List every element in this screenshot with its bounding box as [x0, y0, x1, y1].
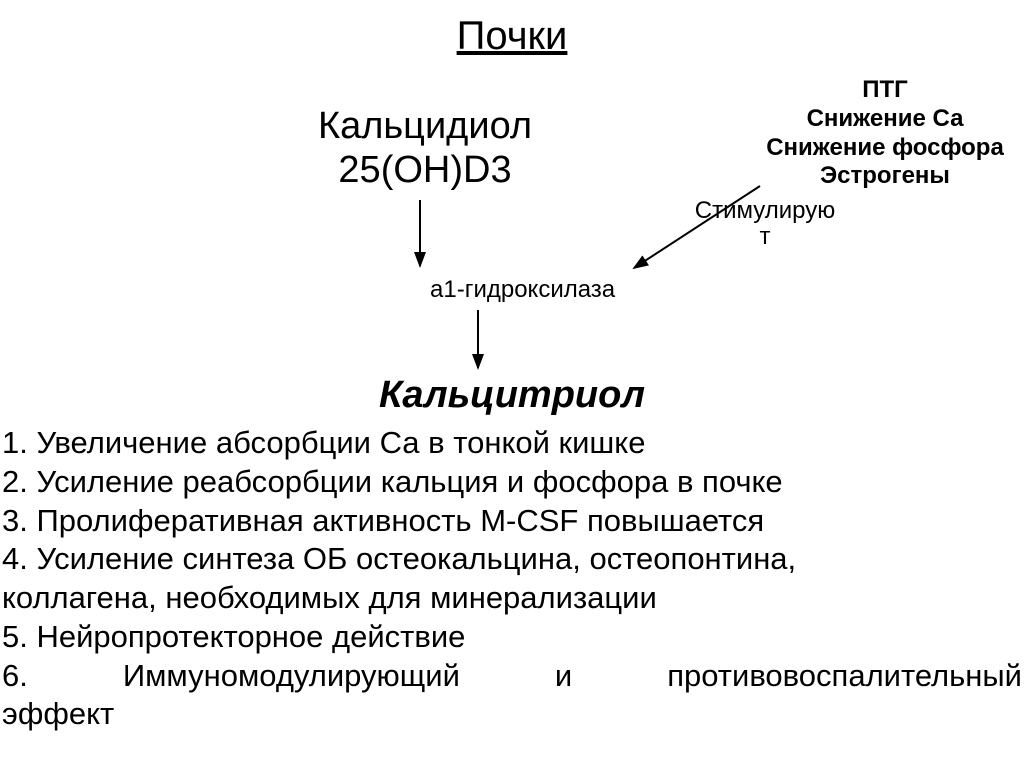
diagram-canvas: Почки Кальцидиол 25(OH)D3 ПТГ Снижение С…	[0, 0, 1024, 768]
arrow-factors-to-enzyme	[634, 186, 760, 268]
arrows-layer	[0, 0, 1024, 768]
